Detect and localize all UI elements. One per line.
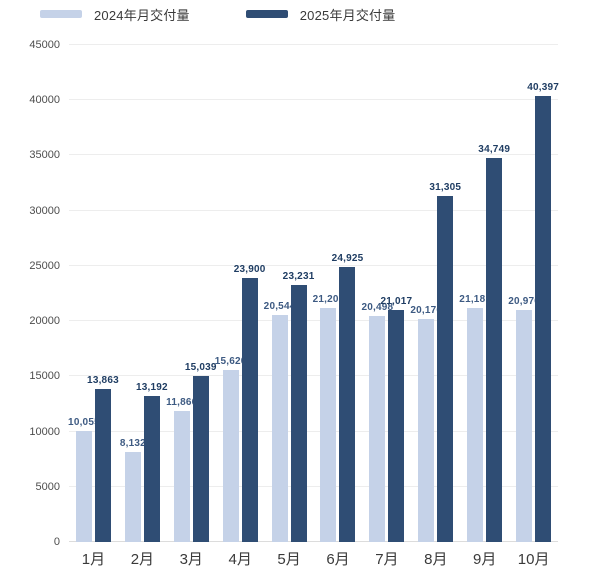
value-label-2025-6月: 24,925 <box>331 252 364 264</box>
gridline-5000 <box>69 485 558 487</box>
value-label-2025-4月: 23,900 <box>233 264 266 276</box>
bar-2024-3月: 11,866 <box>166 397 197 542</box>
bar-group-10月: 20,976 40,397 <box>508 45 559 542</box>
legend-swatch-2025 <box>245 10 288 18</box>
bar-2025-7月: 21,017 <box>380 296 412 542</box>
legend-label-2025: 2025年月交付量 <box>299 7 396 23</box>
value-label-2025-5月: 23,231 <box>282 271 315 283</box>
gridline-15000 <box>69 375 558 377</box>
x-tick-label-8月: 8月 <box>424 551 448 568</box>
bar-2025-9月: 34,749 <box>478 144 510 542</box>
bar-2025-5月: 23,231 <box>283 271 314 542</box>
x-tick-label-6月: 6月 <box>326 551 350 568</box>
y-tick-label-45000: 45000 <box>29 39 60 51</box>
bar-2024-7月: 20,498 <box>361 302 393 542</box>
x-tick-label-2月: 2月 <box>130 551 155 568</box>
bar-2024-6月: 21,209 <box>313 294 344 542</box>
value-label-2024-9月: 21,181 <box>459 294 492 306</box>
bar-group-6月: 21,209 24,925 <box>313 45 363 542</box>
bar-2024-9月: 21,181 <box>459 294 491 542</box>
x-tick-label-4月: 4月 <box>228 551 252 568</box>
value-label-2025-7月: 21,017 <box>380 295 413 307</box>
x-tick-label-9月: 9月 <box>473 551 497 568</box>
x-axis-labels: 1月 2月 3月 4月 5月 6月 7月 8月 9月 10月 <box>69 548 558 569</box>
value-label-2025-2月: 13,192 <box>135 382 168 394</box>
bar-chart-plot-area: 0 5000 10000 15000 20000 25000 30000 35000 40000… <box>29 39 559 568</box>
gridline-10000 <box>69 430 558 432</box>
chart-legend: 2024年月交付量 2025年月交付量 <box>40 5 396 24</box>
gridline-20000 <box>69 320 558 322</box>
gridline-25000 <box>69 264 558 266</box>
gridline-0 <box>69 541 558 542</box>
value-label-2025-1月: 13,863 <box>87 374 119 386</box>
x-tick-label-3月: 3月 <box>179 551 203 568</box>
y-tick-label-5000: 5000 <box>35 480 60 493</box>
y-tick-label-30000: 30000 <box>29 204 60 217</box>
legend-item-2025: 2025年月交付量 <box>245 5 396 24</box>
bar-group-8月: 20,176 31,305 <box>410 45 461 542</box>
gridline-35000 <box>69 154 558 156</box>
value-label-2024-2月: 8,132 <box>119 438 146 450</box>
bar-group-3月: 11,866 15,039 <box>166 45 216 542</box>
legend-label-2024: 2024年月交付量 <box>94 7 190 23</box>
bar-group-2月: 8,132 13,192 <box>118 45 168 542</box>
gridline-40000 <box>69 99 558 101</box>
bar-2024-4月: 15,620 <box>215 356 246 542</box>
value-label-2025-10月: 40,397 <box>527 81 560 93</box>
x-tick-label-5月: 5月 <box>277 551 301 568</box>
bar-group-9月: 21,181 34,749 <box>459 45 510 542</box>
bar-group-5月: 20,544 23,231 <box>264 45 314 542</box>
value-label-2024-10月: 20,976 <box>508 296 541 308</box>
y-tick-label-35000: 35000 <box>29 149 60 162</box>
bar-2024-10月: 20,976 <box>508 296 540 542</box>
legend-swatch-2024 <box>40 10 82 18</box>
legend-item-2024: 2024年月交付量 <box>40 5 190 24</box>
bar-2025-1月: 13,863 <box>87 375 119 542</box>
value-label-2024-3月: 11,866 <box>166 396 198 408</box>
x-tick-label-7月: 7月 <box>375 551 399 568</box>
y-tick-label-25000: 25000 <box>29 259 60 272</box>
bar-2025-2月: 13,192 <box>136 382 168 542</box>
value-label-2025-3月: 15,039 <box>184 361 217 373</box>
value-label-2025-9月: 34,749 <box>478 144 511 156</box>
y-tick-label-10000: 10000 <box>29 425 60 438</box>
bar-2025-6月: 24,925 <box>332 253 363 542</box>
value-label-2024-8月: 20,176 <box>410 305 443 317</box>
value-label-2024-7月: 20,498 <box>361 301 394 313</box>
bar-group-4月: 15,620 23,900 <box>215 45 265 542</box>
bar-2024-1月: 10,055 <box>68 417 100 542</box>
gridline-45000 <box>69 44 558 45</box>
bar-layer: 10,055 13,863 8,132 13,192 11,866 15,039 15,62… <box>68 45 559 542</box>
bar-group-1月: 10,055 13,863 <box>68 45 119 542</box>
y-tick-label-0: 0 <box>53 536 60 548</box>
bar-group-7月: 20,498 21,017 <box>361 45 412 542</box>
y-tick-label-20000: 20000 <box>29 315 60 328</box>
value-label-2024-6月: 21,209 <box>312 293 345 305</box>
bar-2024-2月: 8,132 <box>120 438 146 542</box>
x-tick-label-10月: 10月 <box>517 551 550 568</box>
bar-2025-4月: 23,900 <box>234 264 265 542</box>
value-label-2024-4月: 15,620 <box>214 355 247 367</box>
value-label-2025-8月: 31,305 <box>429 182 462 194</box>
y-tick-label-15000: 15000 <box>29 370 60 383</box>
gridline-30000 <box>69 209 558 211</box>
y-tick-label-40000: 40000 <box>29 94 60 107</box>
bar-2024-8月: 20,176 <box>410 305 442 542</box>
x-tick-label-1月: 1月 <box>81 551 106 568</box>
value-label-2024-5月: 20,544 <box>263 301 296 313</box>
value-label-2024-1月: 10,055 <box>68 416 100 428</box>
bar-2025-10月: 40,397 <box>527 82 559 542</box>
bar-2024-5月: 20,544 <box>264 301 295 542</box>
bar-2025-3月: 15,039 <box>185 362 216 542</box>
bar-2025-8月: 31,305 <box>429 182 461 542</box>
